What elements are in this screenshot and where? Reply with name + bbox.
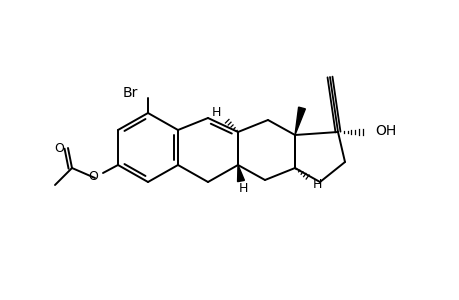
Text: O: O (54, 142, 64, 154)
Text: H: H (312, 178, 321, 190)
Text: O: O (88, 170, 98, 184)
Polygon shape (237, 165, 244, 181)
Text: H: H (211, 106, 220, 118)
Text: H: H (238, 182, 247, 196)
Text: OH: OH (374, 124, 395, 138)
Text: Br: Br (122, 86, 137, 100)
Polygon shape (294, 107, 305, 135)
